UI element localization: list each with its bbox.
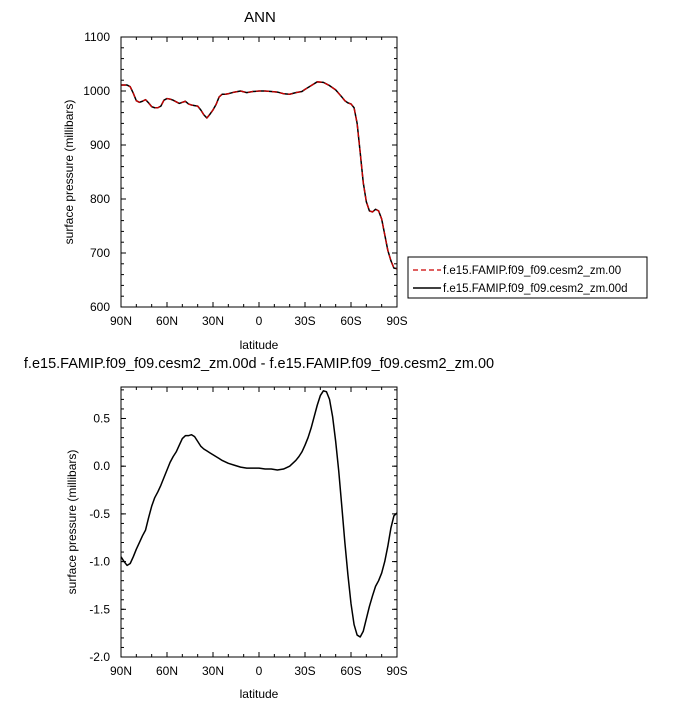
x-tick-label-1-1: 60N [156,314,178,328]
x-axis-label-2: latitude [240,687,279,701]
x-tick-label-2-2: 30N [202,664,224,678]
legend-entry-2: f.e15.FAMIP.f09_f09.cesm2_zm.00d [443,283,628,295]
y-tick-label-2-3: -0.5 [89,507,110,521]
series-line-1-2 [121,81,398,270]
chart-title-1: ANN [244,9,276,26]
x-tick-label-1-2: 30N [202,314,224,328]
x-tick-label-2-4: 30S [294,664,315,678]
series-line-2-1 [120,390,398,638]
y-tick-label-2-2: -1.0 [89,555,110,569]
x-tick-label-1-0: 90N [110,314,132,328]
x-tick-label-1-5: 60S [340,314,361,328]
x-tick-label-2-1: 60N [156,664,178,678]
x-tick-label-1-6: 90S [386,314,407,328]
x-tick-label-2-3: 0 [256,664,263,678]
x-tick-label-2-5: 60S [340,664,361,678]
y-tick-label-2-4: 0.0 [93,459,110,473]
x-tick-label-1-3: 0 [256,314,263,328]
y-tick-label-1-2: 800 [90,192,110,206]
x-axis-label-1: latitude [240,338,279,352]
plot-frame-1 [120,36,398,308]
x-tick-label-2-0: 90N [110,664,132,678]
plot-frame-2 [120,386,398,658]
x-tick-label-2-6: 90S [386,664,407,678]
y-axis-label-1: surface pressure (millibars) [62,100,76,245]
legend-box [407,256,648,299]
chart-title-2: f.e15.FAMIP.f09_f09.cesm2_zm.00d - f.e15… [24,356,494,372]
legend-entry-1: f.e15.FAMIP.f09_f09.cesm2_zm.00 [443,265,621,277]
y-tick-label-1-4: 1000 [83,84,110,98]
series-line-1-1 [121,81,398,270]
y-tick-label-1-1: 700 [90,246,110,260]
y-tick-label-1-5: 1100 [84,30,110,44]
legend: f.e15.FAMIP.f09_f09.cesm2_zm.00 f.e15.FA… [407,256,648,299]
y-tick-label-2-0: -2.0 [89,650,110,664]
y-tick-label-2-1: -1.5 [89,602,110,616]
y-tick-label-1-3: 900 [90,138,110,152]
y-tick-label-2-5: 0.5 [93,411,110,425]
y-axis-label-2: surface pressure (millibars) [65,450,79,595]
x-tick-label-1-4: 30S [294,314,315,328]
y-tick-label-1-0: 600 [90,300,110,314]
